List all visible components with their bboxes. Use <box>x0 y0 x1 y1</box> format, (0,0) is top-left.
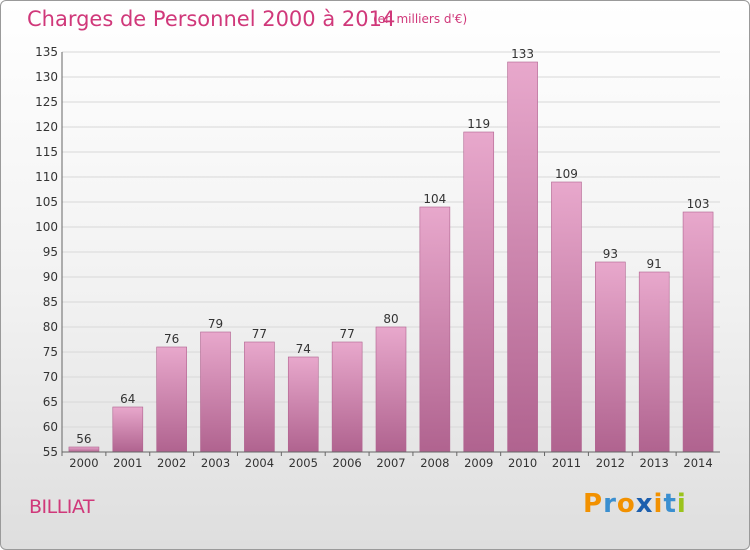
x-tick-label: 2010 <box>508 456 537 470</box>
data-label: 76 <box>164 332 179 346</box>
bar-2008[interactable] <box>419 206 451 453</box>
x-tick-label: 2001 <box>113 456 142 470</box>
y-tick-label: 85 <box>43 295 58 309</box>
x-tick-label: 2011 <box>552 456 581 470</box>
x-tick-label: 2005 <box>289 456 318 470</box>
labels: 55 60 65 70 75 80 85 90 95 100 105 110 115 120 125 130 1… <box>35 45 713 470</box>
y-tick-label: 90 <box>43 270 58 284</box>
x-tick-label: 2004 <box>245 456 274 470</box>
bar-2010[interactable] <box>507 61 538 453</box>
y-tick-label: 80 <box>43 320 58 334</box>
bar-2011[interactable] <box>551 181 582 453</box>
data-label: 91 <box>647 257 662 271</box>
bar-2002[interactable] <box>156 346 187 453</box>
bar-2014[interactable] <box>682 211 714 453</box>
x-tick-label: 2000 <box>69 456 98 470</box>
y-tick-label: 125 <box>35 95 58 109</box>
y-tick-label: 95 <box>43 245 58 259</box>
data-label: 109 <box>555 167 578 181</box>
data-label: 103 <box>687 197 710 211</box>
y-tick-label: 60 <box>43 420 58 434</box>
x-tick-label: 2003 <box>201 456 230 470</box>
chart-title: Charges de Personnel 2000 à 2014 <box>27 7 396 31</box>
y-tick-label: 70 <box>43 370 58 384</box>
bars <box>68 61 714 453</box>
y-tick-label: 105 <box>35 195 58 209</box>
bar-2013[interactable] <box>638 271 670 453</box>
y-tick-label: 65 <box>43 395 58 409</box>
y-tick-label: 110 <box>35 170 58 184</box>
x-tick-label: 2012 <box>596 456 625 470</box>
bar-2007[interactable] <box>375 326 407 453</box>
data-label: 79 <box>208 317 223 331</box>
y-tick-label: 100 <box>35 220 58 234</box>
commune-name: BILLIAT <box>29 496 95 518</box>
bar-2003[interactable] <box>200 331 231 453</box>
data-label: 93 <box>603 247 618 261</box>
logo-letter: i <box>653 489 664 519</box>
x-tick-label: 2007 <box>376 456 405 470</box>
data-label: 74 <box>296 342 311 356</box>
axes <box>61 52 720 456</box>
x-tick-label: 2013 <box>640 456 669 470</box>
y-tick-label: 115 <box>35 145 58 159</box>
data-label: 64 <box>120 392 135 406</box>
bar-2006[interactable] <box>331 341 363 453</box>
bar-2005[interactable] <box>287 356 319 453</box>
y-tick-label: 75 <box>43 345 58 359</box>
chart-subtitle: (en milliers d'€) <box>373 12 468 26</box>
y-tick-label: 55 <box>43 445 58 459</box>
logo-letter: t <box>663 489 677 519</box>
bar-2001[interactable] <box>112 406 144 453</box>
x-tick-label: 2008 <box>420 456 449 470</box>
data-label: 133 <box>511 47 534 61</box>
y-tick-label: 130 <box>35 70 58 84</box>
logo-letter: P <box>583 489 604 519</box>
x-tick-label: 2006 <box>332 456 361 470</box>
logo-letter: x <box>635 489 654 519</box>
logo-letter: r <box>603 489 617 519</box>
x-tick-label: 2014 <box>683 456 712 470</box>
y-tick-label: 135 <box>35 45 58 59</box>
data-label: 77 <box>252 327 267 341</box>
logo-letter: i <box>676 489 687 519</box>
y-tick-label: 120 <box>35 120 58 134</box>
data-label: 56 <box>76 432 91 446</box>
bar-2009[interactable] <box>463 131 495 453</box>
x-tick-label: 2009 <box>464 456 493 470</box>
bar-2000[interactable] <box>68 446 100 453</box>
data-label: 119 <box>467 117 490 131</box>
data-label: 77 <box>339 327 354 341</box>
proxiti-logo[interactable]: Proxiti <box>583 489 687 519</box>
logo-letter: o <box>616 489 636 519</box>
data-label: 80 <box>383 312 398 326</box>
bar-2012[interactable] <box>595 261 626 453</box>
bar-2004[interactable] <box>244 341 275 453</box>
data-label: 104 <box>423 192 446 206</box>
x-tick-label: 2002 <box>157 456 186 470</box>
